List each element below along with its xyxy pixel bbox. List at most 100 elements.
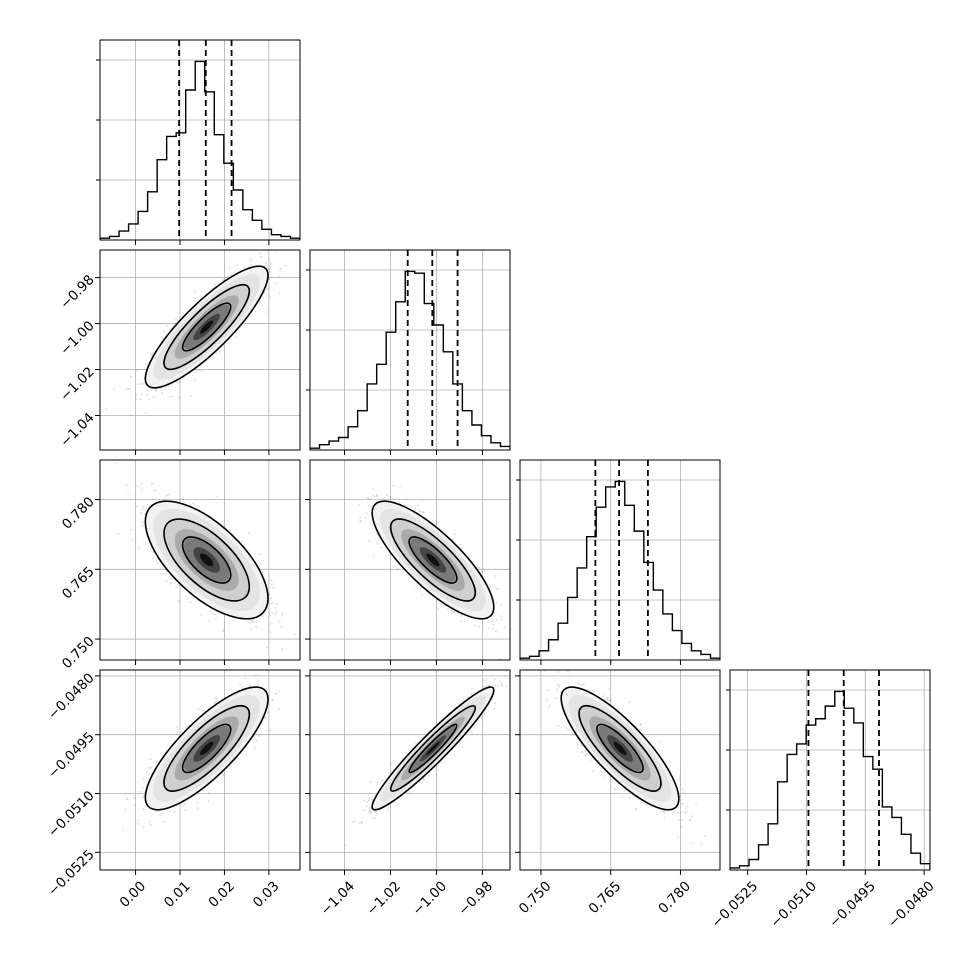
sample-point <box>135 393 138 396</box>
sample-point <box>196 807 199 810</box>
histogram-step-1 <box>310 270 510 450</box>
sample-point <box>372 494 375 497</box>
sample-point <box>439 602 442 605</box>
panel-1-0: −1.04−1.02−1.00−0.98 <box>57 244 301 455</box>
sample-point <box>280 613 283 617</box>
sample-point <box>372 554 375 557</box>
sample-point <box>152 557 155 560</box>
sample-point <box>189 601 192 604</box>
sample-point <box>163 330 166 333</box>
sample-point <box>414 507 417 510</box>
sample-point <box>115 461 118 464</box>
histogram-step-2 <box>520 480 720 660</box>
sample-point <box>154 489 158 492</box>
sample-point <box>516 651 518 653</box>
sample-point <box>130 413 133 416</box>
sample-point <box>499 657 502 660</box>
contour-line <box>181 536 232 584</box>
sample-point <box>152 498 155 501</box>
sample-point <box>161 572 165 575</box>
y-tick-label: 0.750 <box>59 633 98 672</box>
sample-point <box>258 300 261 303</box>
sample-point <box>117 532 120 536</box>
sample-point <box>281 611 284 614</box>
sample-point <box>191 720 194 723</box>
sample-point <box>131 538 134 541</box>
sample-point <box>453 533 456 536</box>
sample-point <box>161 392 164 395</box>
sample-point <box>166 324 169 327</box>
sample-point <box>272 586 275 589</box>
sample-point <box>192 502 195 505</box>
sample-point <box>275 610 278 613</box>
sample-point <box>491 618 494 621</box>
sample-point <box>545 661 547 663</box>
sample-point <box>268 267 271 270</box>
sample-point <box>418 510 421 513</box>
sample-point <box>275 603 278 606</box>
panel-0-0 <box>96 39 301 245</box>
sample-point <box>145 394 149 397</box>
sample-point <box>207 799 210 803</box>
sample-point <box>389 495 392 499</box>
sample-point <box>421 511 424 514</box>
sample-point <box>236 264 239 267</box>
sample-point <box>135 398 138 401</box>
panel-2-1 <box>305 459 547 665</box>
sample-point <box>135 369 138 372</box>
sample-point <box>137 546 140 549</box>
sample-point <box>235 335 238 338</box>
sample-point <box>443 604 446 607</box>
sample-point <box>240 686 244 689</box>
y-tick-label: −1.04 <box>57 410 98 451</box>
sample-point <box>261 615 264 618</box>
sample-point <box>249 257 252 260</box>
sample-point <box>139 382 142 385</box>
sample-point <box>202 789 205 792</box>
sample-point <box>266 711 269 714</box>
sample-point <box>253 747 257 750</box>
sample-point <box>278 690 281 693</box>
sample-point <box>483 569 486 572</box>
sample-point <box>434 521 437 524</box>
sample-point <box>278 292 281 295</box>
sample-point <box>175 726 178 729</box>
sample-point <box>359 520 362 523</box>
sample-point <box>487 626 490 629</box>
sample-point <box>194 297 197 300</box>
sample-point <box>492 623 495 626</box>
sample-point <box>135 505 138 508</box>
sample-point <box>275 250 278 253</box>
sample-point <box>193 300 196 303</box>
sample-point <box>269 597 272 600</box>
sample-point <box>170 384 173 387</box>
sample-point <box>221 279 224 282</box>
histogram-step-0 <box>100 60 300 240</box>
sample-point <box>359 520 362 523</box>
sample-point <box>264 264 267 267</box>
sample-point <box>251 621 255 624</box>
sample-point <box>280 625 283 628</box>
sample-point <box>193 379 196 383</box>
sample-point <box>174 318 177 321</box>
sample-point <box>215 351 218 355</box>
sample-point <box>133 804 136 807</box>
sample-point <box>141 524 144 528</box>
sample-point <box>368 539 371 543</box>
sample-point <box>495 602 498 605</box>
sample-point <box>290 244 292 246</box>
sample-point <box>127 492 130 495</box>
sample-point <box>275 282 278 285</box>
sample-point <box>478 625 481 629</box>
sample-point <box>184 808 187 812</box>
sample-point <box>487 620 490 623</box>
contour-line <box>144 265 269 389</box>
contour-line <box>163 518 251 602</box>
sample-point <box>163 497 166 500</box>
sample-point <box>261 570 264 573</box>
sample-point <box>489 585 492 588</box>
sample-point <box>247 532 251 535</box>
sample-point <box>269 578 272 582</box>
sample-point <box>137 819 140 822</box>
sample-point <box>153 457 155 459</box>
